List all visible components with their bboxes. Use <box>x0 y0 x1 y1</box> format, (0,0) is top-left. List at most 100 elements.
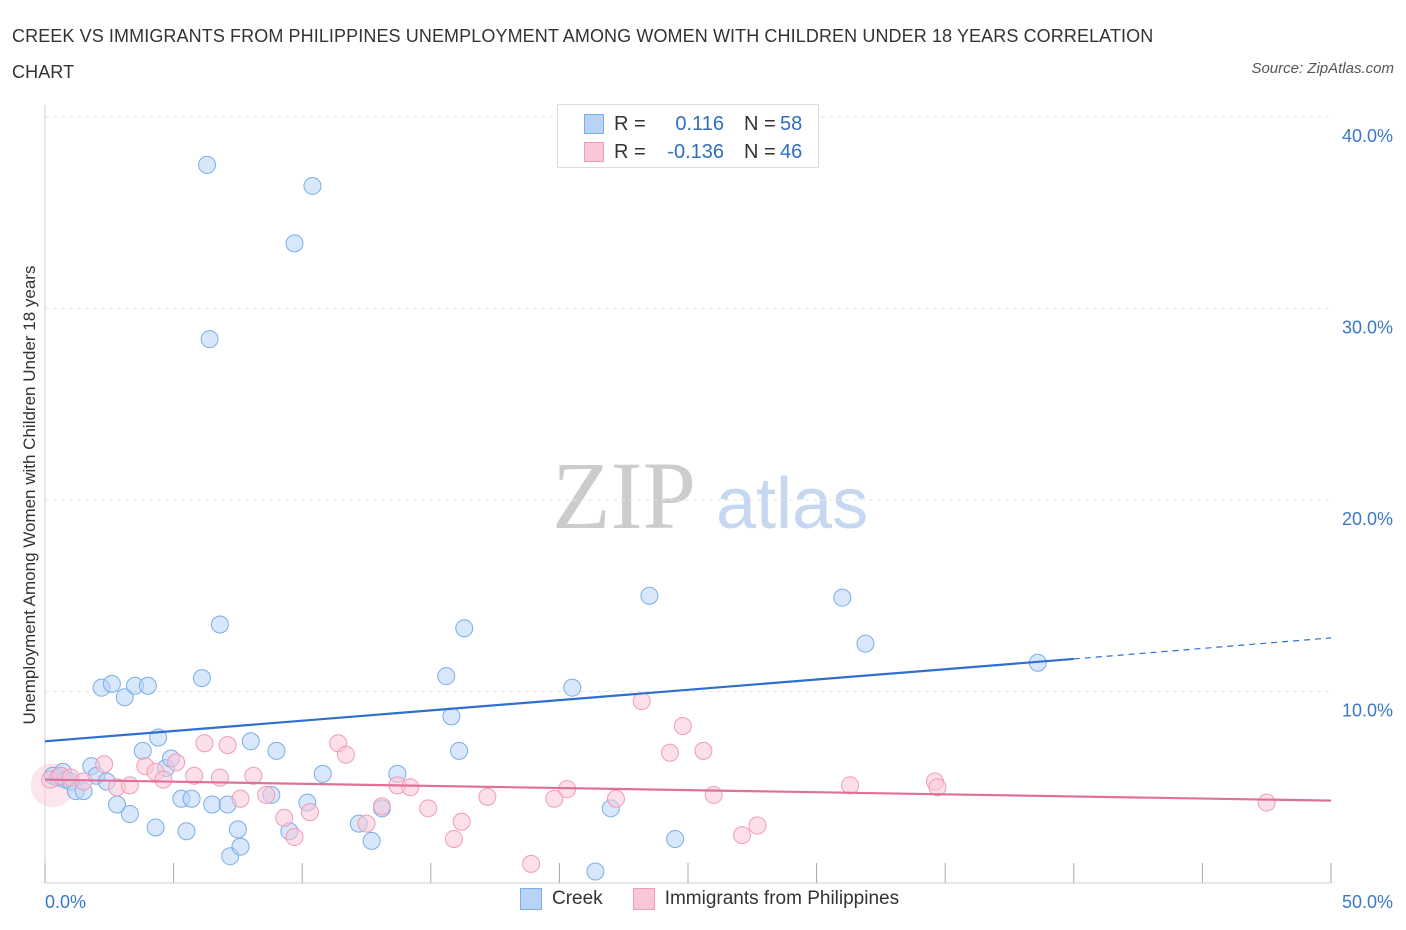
creek-point <box>138 676 157 695</box>
philippines-point <box>231 789 250 808</box>
philippines-point <box>606 789 625 808</box>
philippines-point <box>841 776 860 795</box>
philippines-point <box>748 816 767 835</box>
philippines-point <box>154 770 173 789</box>
philippines-point <box>545 789 564 808</box>
x-tick-label: 50.0% <box>1342 892 1393 912</box>
legend-item-creek: Creek <box>520 888 603 910</box>
creek-point <box>455 619 474 638</box>
n-value-philippines: 46 <box>780 140 803 163</box>
philippines-point <box>419 799 438 818</box>
creek-point <box>586 862 605 881</box>
creek-point <box>133 741 152 760</box>
tick-labels: 10.0% 20.0% 30.0% 40.0% 0.0% 50.0% <box>45 126 1393 912</box>
philippines-point <box>444 829 463 848</box>
philippines-point <box>120 776 139 795</box>
creek-point <box>177 822 196 841</box>
philippines-point <box>928 778 947 797</box>
philippines-point <box>167 753 186 772</box>
gridlines <box>45 116 1331 692</box>
creek-trend-extension <box>1073 637 1332 660</box>
philippines-point <box>478 787 497 806</box>
philippines-point <box>95 755 114 774</box>
creek-point <box>146 818 165 837</box>
philippines-point <box>195 734 214 753</box>
philippines-point <box>704 785 723 804</box>
legend-row-creek: R = 0.116 N = 58 <box>584 110 802 138</box>
philippines-swatch <box>584 142 604 162</box>
creek-point <box>115 688 134 707</box>
creek-point <box>450 741 469 760</box>
creek-trend-line <box>44 657 1074 743</box>
creek-point <box>303 176 322 195</box>
source-label: Source: ZipAtlas.com <box>1251 60 1394 77</box>
creek-point <box>192 669 211 688</box>
philippines-point <box>632 692 651 711</box>
legend-row-philippines: R = -0.136 N = 46 <box>584 138 802 166</box>
philippines-point <box>285 828 304 847</box>
philippines-point <box>275 808 294 827</box>
philippines-point <box>185 766 204 785</box>
philippines-point <box>452 812 471 831</box>
y-tick-label: 30.0% <box>1342 318 1393 338</box>
y-tick-label: 20.0% <box>1342 509 1393 529</box>
r-label: R = <box>614 140 646 163</box>
creek-swatch <box>520 888 542 910</box>
philippines-point <box>660 743 679 762</box>
philippines-swatch <box>632 888 655 910</box>
data-points <box>30 155 1276 881</box>
philippines-point <box>401 778 420 797</box>
legend-item-philippines: Immigrants from Philippines <box>632 888 899 910</box>
y-tick-label: 40.0% <box>1342 126 1393 146</box>
n-value-creek: 58 <box>780 112 803 135</box>
philippines-point <box>522 854 541 873</box>
creek-point <box>267 741 286 760</box>
axes <box>44 105 1332 884</box>
creek-point <box>198 155 217 174</box>
creek-point <box>442 707 461 726</box>
philippines-point <box>74 772 93 791</box>
r-value-philippines: -0.136 <box>667 140 724 163</box>
watermark-atlas: atlas <box>716 464 868 544</box>
philippines-trend-line <box>44 778 1332 802</box>
watermark-zip: ZIP <box>552 442 696 549</box>
x-tick-label: 0.0% <box>45 892 86 912</box>
creek-point <box>362 831 381 850</box>
creek-point <box>666 829 685 848</box>
creek-point <box>102 674 121 693</box>
creek-point <box>210 615 229 634</box>
creek-point <box>241 732 260 751</box>
r-value-creek: 0.116 <box>675 112 724 135</box>
creek-point <box>856 634 875 653</box>
y-axis-label: Unemployment Among Women with Children U… <box>20 265 39 725</box>
creek-point <box>833 588 852 607</box>
philippines-point <box>694 741 713 760</box>
philippines-point <box>1257 793 1276 812</box>
n-label: N = <box>744 112 776 135</box>
y-tick-label: 10.0% <box>1342 701 1393 721</box>
creek-point <box>285 234 304 253</box>
philippines-point <box>257 785 276 804</box>
n-label: N = <box>744 140 776 163</box>
creek-point <box>182 789 201 808</box>
r-label: R = <box>614 112 646 135</box>
legend-label-creek: Creek <box>552 888 603 909</box>
trend-lines <box>44 637 1332 802</box>
creek-point <box>563 678 582 697</box>
philippines-point <box>218 736 237 755</box>
creek-point <box>203 795 222 814</box>
creek-point <box>640 586 659 605</box>
philippines-point <box>357 814 376 833</box>
philippines-point <box>673 716 692 735</box>
philippines-point <box>372 797 391 816</box>
creek-point <box>120 805 139 824</box>
philippines-point <box>300 803 319 822</box>
philippines-point <box>244 766 263 785</box>
creek-point <box>437 667 456 686</box>
correlation-legend: R = 0.116 N = 58 R = -0.136 N = 46 <box>557 104 819 168</box>
creek-point <box>200 330 219 349</box>
creek-point <box>231 837 250 856</box>
philippines-point <box>733 826 752 845</box>
creek-point <box>313 764 332 783</box>
